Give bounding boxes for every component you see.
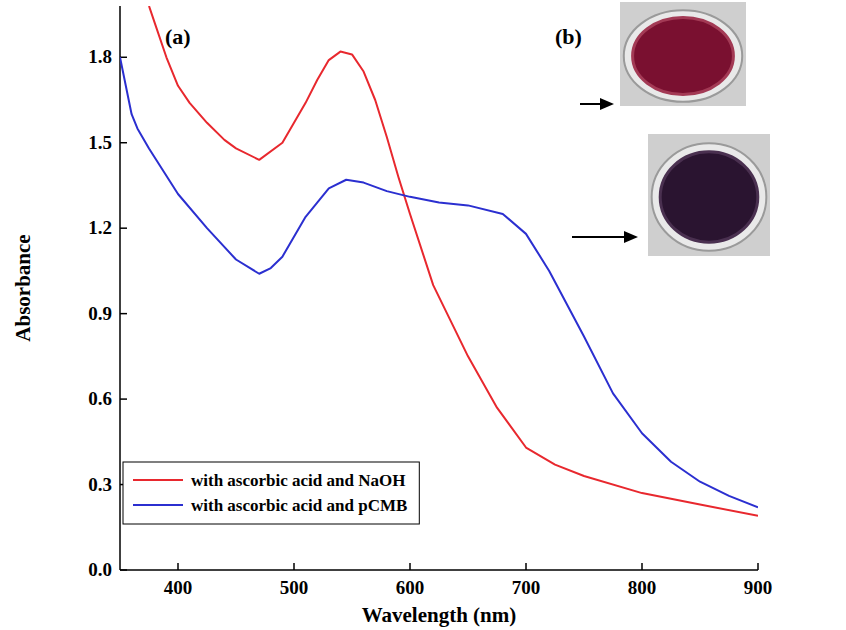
legend-swatch [133,504,183,506]
photo-background [620,2,746,106]
chart: 400 500 600 700 800 900 0.0 0.3 0.6 0.9 1.2 1.5 1.8 W… [0,0,846,630]
x-tick [525,563,527,570]
x-tick [293,563,295,570]
y-tick [120,398,127,400]
photo [620,2,746,106]
x-tick [641,563,643,570]
photo-well [652,143,767,250]
x-tick-label: 500 [280,577,309,598]
x-tick [409,563,411,570]
x-tick [757,563,759,570]
arrow-head [600,98,614,110]
y-tick-label: 0.6 [88,388,112,409]
x-tick-label: 400 [164,577,193,598]
series-line [149,6,758,516]
x-tick-label: 800 [628,577,657,598]
photo-solution [660,152,758,242]
y-tick-label: 1.5 [88,132,112,153]
y-tick-label: 0.0 [88,559,112,580]
y-tick [120,569,127,571]
photo-well [624,10,742,102]
arrow [572,236,628,238]
panel-label: (a) [165,24,191,49]
series-line [120,57,758,507]
plot-area [120,6,758,516]
x-tick-label: 600 [396,577,425,598]
photo-solution [633,18,734,95]
y-tick-label: 1.2 [88,217,112,238]
x-axis [120,569,758,571]
photo-background [648,134,770,256]
y-tick [120,313,127,315]
y-tick [120,227,127,229]
legend: with ascorbic acid and NaOH with ascorbic… [123,462,419,524]
legend-box [123,462,419,524]
legend-label: with ascorbic acid and pCMB [191,496,407,515]
y-axis-title: Absorbance [11,234,35,341]
x-tick [177,563,179,570]
y-axis [119,6,121,570]
legend-label: with ascorbic acid and NaOH [191,471,405,490]
x-tick-label: 900 [744,577,773,598]
legend-swatch [133,479,183,481]
y-tick [120,142,127,144]
y-tick-label: 0.9 [88,303,112,324]
arrow-head [624,231,638,243]
panel-label: (b) [555,24,582,49]
x-tick-label: 700 [512,577,541,598]
photo [648,134,770,256]
y-tick-label: 0.3 [88,474,112,495]
x-axis-title: Wavelength (nm) [362,603,517,627]
y-tick-label: 1.8 [88,46,112,67]
